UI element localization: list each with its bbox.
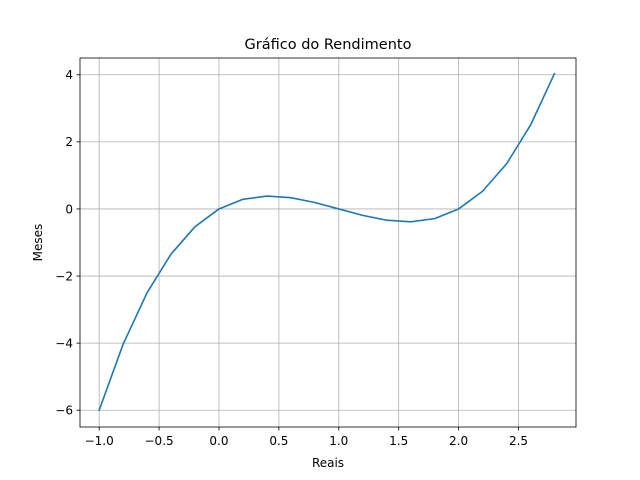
x-tick-label: 1.5 — [389, 434, 408, 448]
x-tick-label: −1.0 — [85, 434, 114, 448]
x-tick-label: 0.0 — [209, 434, 228, 448]
x-axis-ticks: −1.0 −0.5 0.0 0.5 1.0 1.5 2.0 2.5 — [85, 427, 528, 448]
y-tick-label: 2 — [65, 135, 73, 149]
y-tick-label: 0 — [65, 202, 73, 216]
series-line-0 — [98, 72, 556, 412]
y-tick-label: −4 — [55, 336, 73, 350]
plot-frame — [79, 57, 577, 428]
x-tick-label: 2.0 — [449, 434, 468, 448]
y-axis-ticks: −6 −4 −2 0 2 4 — [55, 68, 80, 418]
x-tick-label: −0.5 — [145, 434, 174, 448]
x-tick-label: 0.5 — [269, 434, 288, 448]
x-axis-label: Reais — [312, 456, 344, 470]
y-tick-label: −6 — [55, 404, 73, 418]
y-axis-label: Meses — [31, 224, 45, 262]
y-tick-label: 4 — [65, 68, 73, 82]
y-tick-label: −2 — [55, 269, 73, 283]
series-layer — [98, 72, 556, 412]
x-tick-label: 2.5 — [509, 434, 528, 448]
grid — [80, 58, 576, 427]
x-tick-label: 1.0 — [329, 434, 348, 448]
chart-title: Gráfico do Rendimento — [245, 37, 412, 53]
